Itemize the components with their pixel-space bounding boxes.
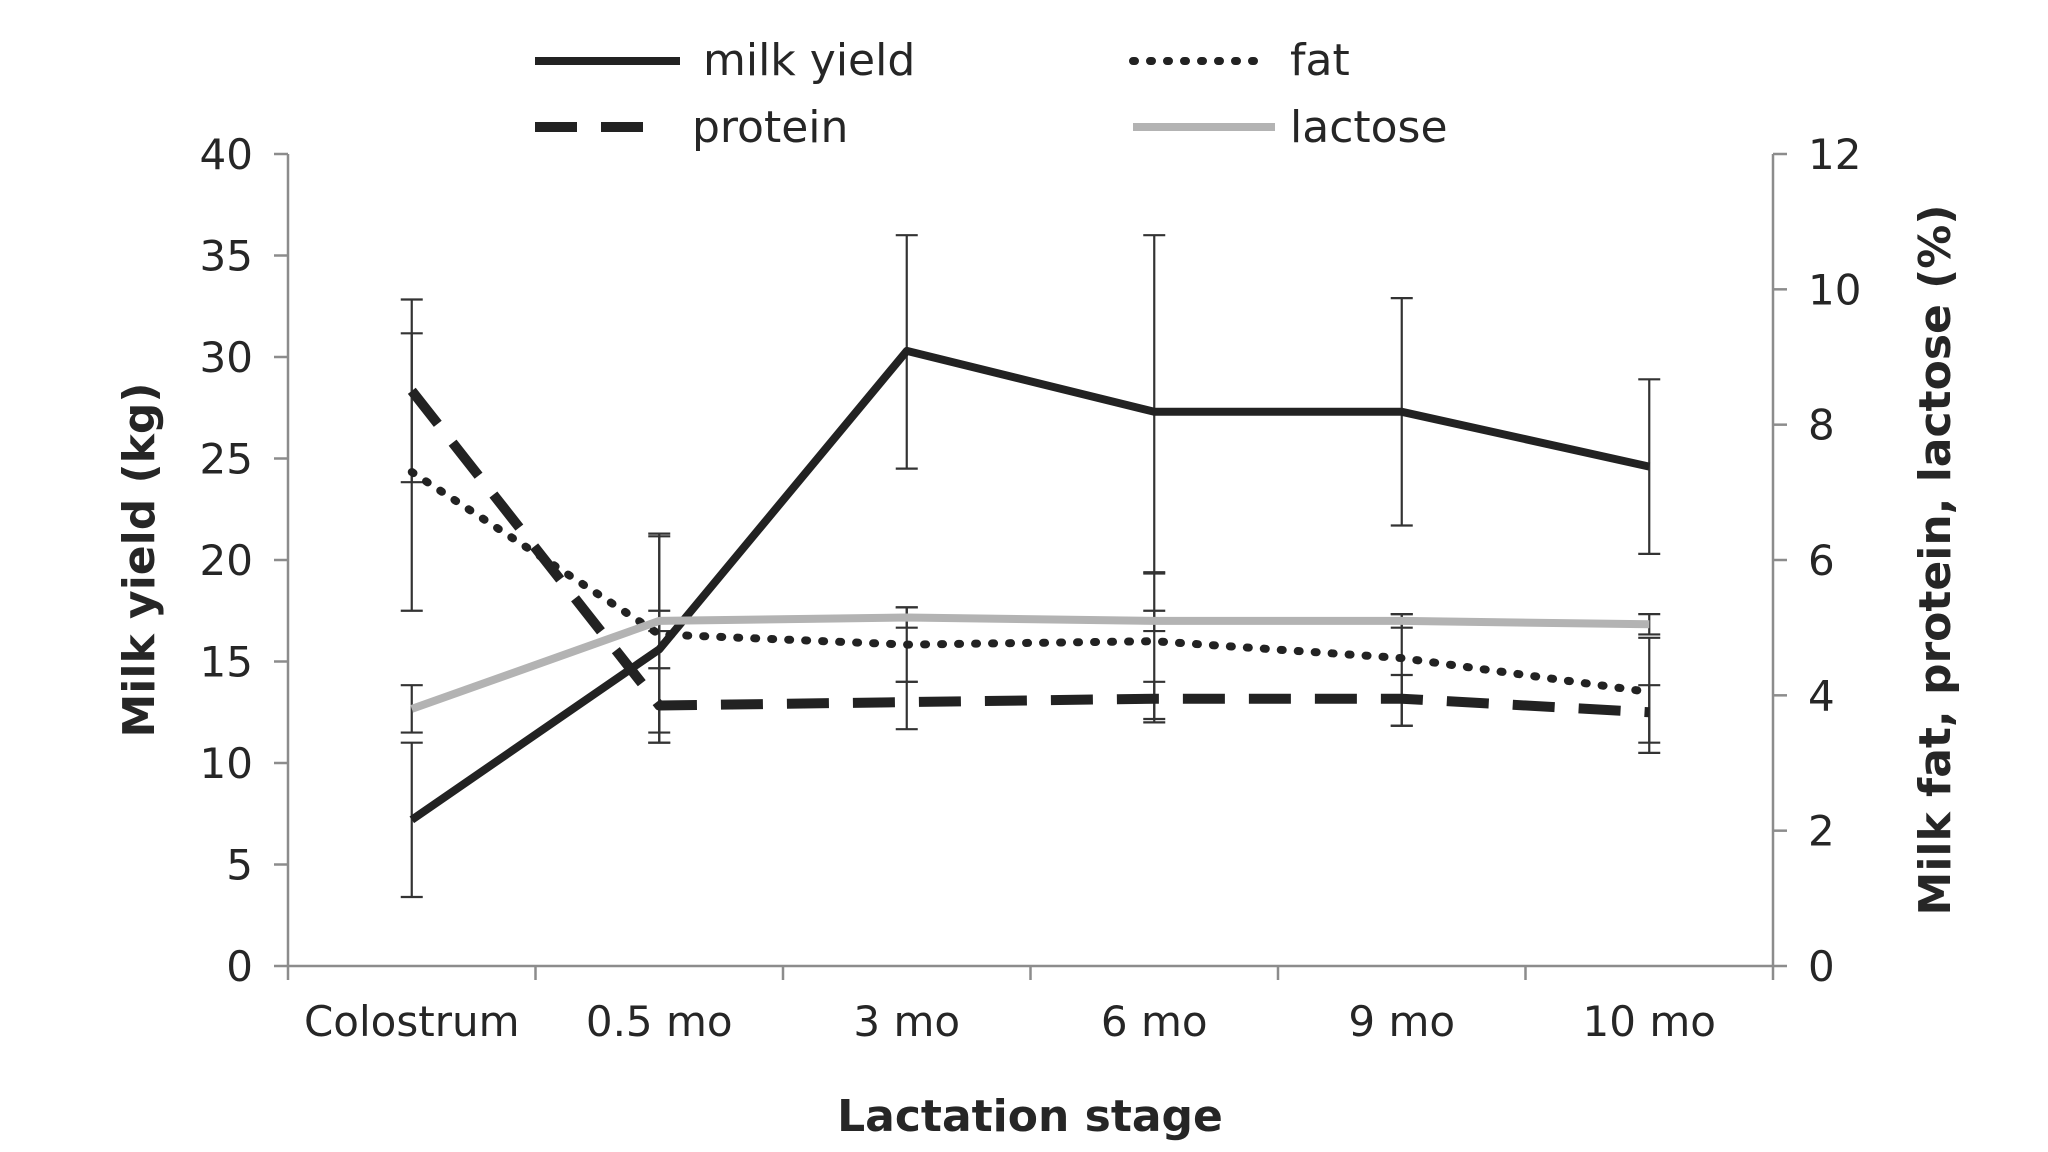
x-tick-label: 9 mo xyxy=(1348,997,1455,1046)
x-tick-label: 3 mo xyxy=(853,997,960,1046)
right-y-tick-label: 8 xyxy=(1808,401,1835,450)
axis-ticks xyxy=(274,152,1787,980)
right-y-tick-label: 10 xyxy=(1808,265,1861,314)
left-y-tick-label: 25 xyxy=(200,435,253,484)
legend-label-fat: fat xyxy=(1290,35,1350,86)
series-lines xyxy=(407,346,1654,824)
right-y-axis-title: Milk fat, protein, lactose (%) xyxy=(1910,205,1961,916)
series-line-milk-yield xyxy=(409,346,1651,824)
series-line-lactose xyxy=(410,613,1650,713)
left-y-tick-label: 10 xyxy=(200,739,253,788)
error-bar-milk-yield xyxy=(400,741,423,899)
right-y-tick-label: 4 xyxy=(1808,671,1835,720)
right-y-tick-label: 6 xyxy=(1808,536,1835,585)
error-bar-lactose xyxy=(400,684,423,734)
error-bar-protein xyxy=(400,298,423,484)
x-tick-label: 10 mo xyxy=(1583,997,1716,1046)
error-bars xyxy=(400,234,1661,899)
x-tick-label: 6 mo xyxy=(1101,997,1208,1046)
right-y-tick-label: 0 xyxy=(1808,942,1835,991)
error-bar-protein xyxy=(895,680,918,731)
tick-labels: Colostrum 0.5 mo 3 mo 6 mo 9 mo 10 mo05101520… xyxy=(200,130,1862,1046)
left-y-tick-label: 40 xyxy=(200,130,253,179)
left-y-axis-title: Milk yield (kg) xyxy=(114,382,165,737)
left-y-tick-label: 20 xyxy=(200,536,253,585)
axes xyxy=(286,154,1775,968)
left-y-tick-label: 5 xyxy=(226,841,253,890)
series-line-protein xyxy=(407,387,1650,718)
left-y-tick-label: 0 xyxy=(226,942,253,991)
left-y-tick-label: 35 xyxy=(200,232,253,281)
series-line-fat xyxy=(407,468,1654,696)
right-y-tick-label: 2 xyxy=(1808,807,1835,856)
x-axis-title: Lactation stage xyxy=(837,1091,1223,1142)
error-bar-protein xyxy=(1638,684,1661,744)
legend-label-protein: protein xyxy=(692,102,848,153)
x-tick-label: Colostrum xyxy=(304,997,520,1046)
error-bar-milk-yield xyxy=(1143,234,1166,574)
legend: milk yield fat protein lactose xyxy=(535,35,1448,153)
legend-label-lactose: lactose xyxy=(1290,102,1448,153)
right-y-tick-label: 12 xyxy=(1808,130,1861,179)
legend-label-milk-yield: milk yield xyxy=(703,35,915,86)
left-y-tick-label: 15 xyxy=(200,638,253,687)
left-y-tick-label: 30 xyxy=(200,333,253,382)
x-tick-label: 0.5 mo xyxy=(586,997,733,1046)
